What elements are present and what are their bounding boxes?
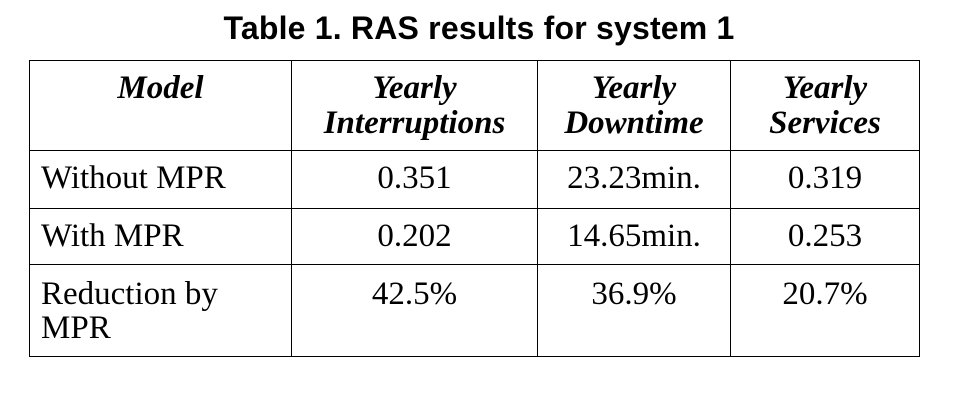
header-services-line2: Services (769, 105, 881, 141)
cell-downtime: 14.65min. (537, 208, 731, 265)
cell-interruptions: 0.351 (291, 150, 538, 209)
cell-services: 0.319 (730, 150, 920, 209)
header-model: Model (29, 60, 292, 151)
cell-downtime: 23.23min. (537, 150, 731, 209)
header-model-label: Model (117, 70, 204, 106)
cell-interruptions: 0.202 (291, 208, 538, 265)
cell-model-line1: Reduction by (41, 276, 218, 312)
table-row-with-mpr: With MPR 0.202 14.65min. 0.253 (29, 208, 920, 265)
header-yearly-downtime: Yearly Downtime (537, 60, 731, 151)
header-interruptions-line1: Yearly (372, 70, 457, 106)
cell-services: 0.253 (730, 208, 920, 265)
table-caption: Table 1. RAS results for system 1 (223, 10, 735, 46)
cell-services: 20.7% (730, 264, 920, 357)
header-yearly-services: Yearly Services (730, 60, 920, 151)
header-downtime-line1: Yearly (591, 70, 677, 106)
header-downtime-line2: Downtime (564, 105, 704, 141)
header-yearly-interruptions: Yearly Interruptions (291, 60, 538, 151)
cell-interruptions: 42.5% (291, 264, 538, 357)
header-interruptions-line2: Interruptions (323, 105, 506, 141)
cell-downtime: 36.9% (537, 264, 731, 357)
cell-model: With MPR (29, 208, 292, 265)
header-services-line1: Yearly (782, 70, 868, 106)
table-row-reduction: Reduction by MPR 42.5% 36.9% 20.7% (29, 264, 920, 357)
cell-model: Reduction by MPR (29, 264, 292, 357)
table-row-without-mpr: Without MPR 0.351 23.23min. 0.319 (29, 150, 920, 209)
cell-model: Without MPR (29, 150, 292, 209)
header-row: Model Yearly Interruptions Yearly Downti… (29, 60, 920, 151)
cell-model-line2: MPR (41, 310, 111, 346)
ras-results-table: Model Yearly Interruptions Yearly Downti… (29, 60, 920, 357)
